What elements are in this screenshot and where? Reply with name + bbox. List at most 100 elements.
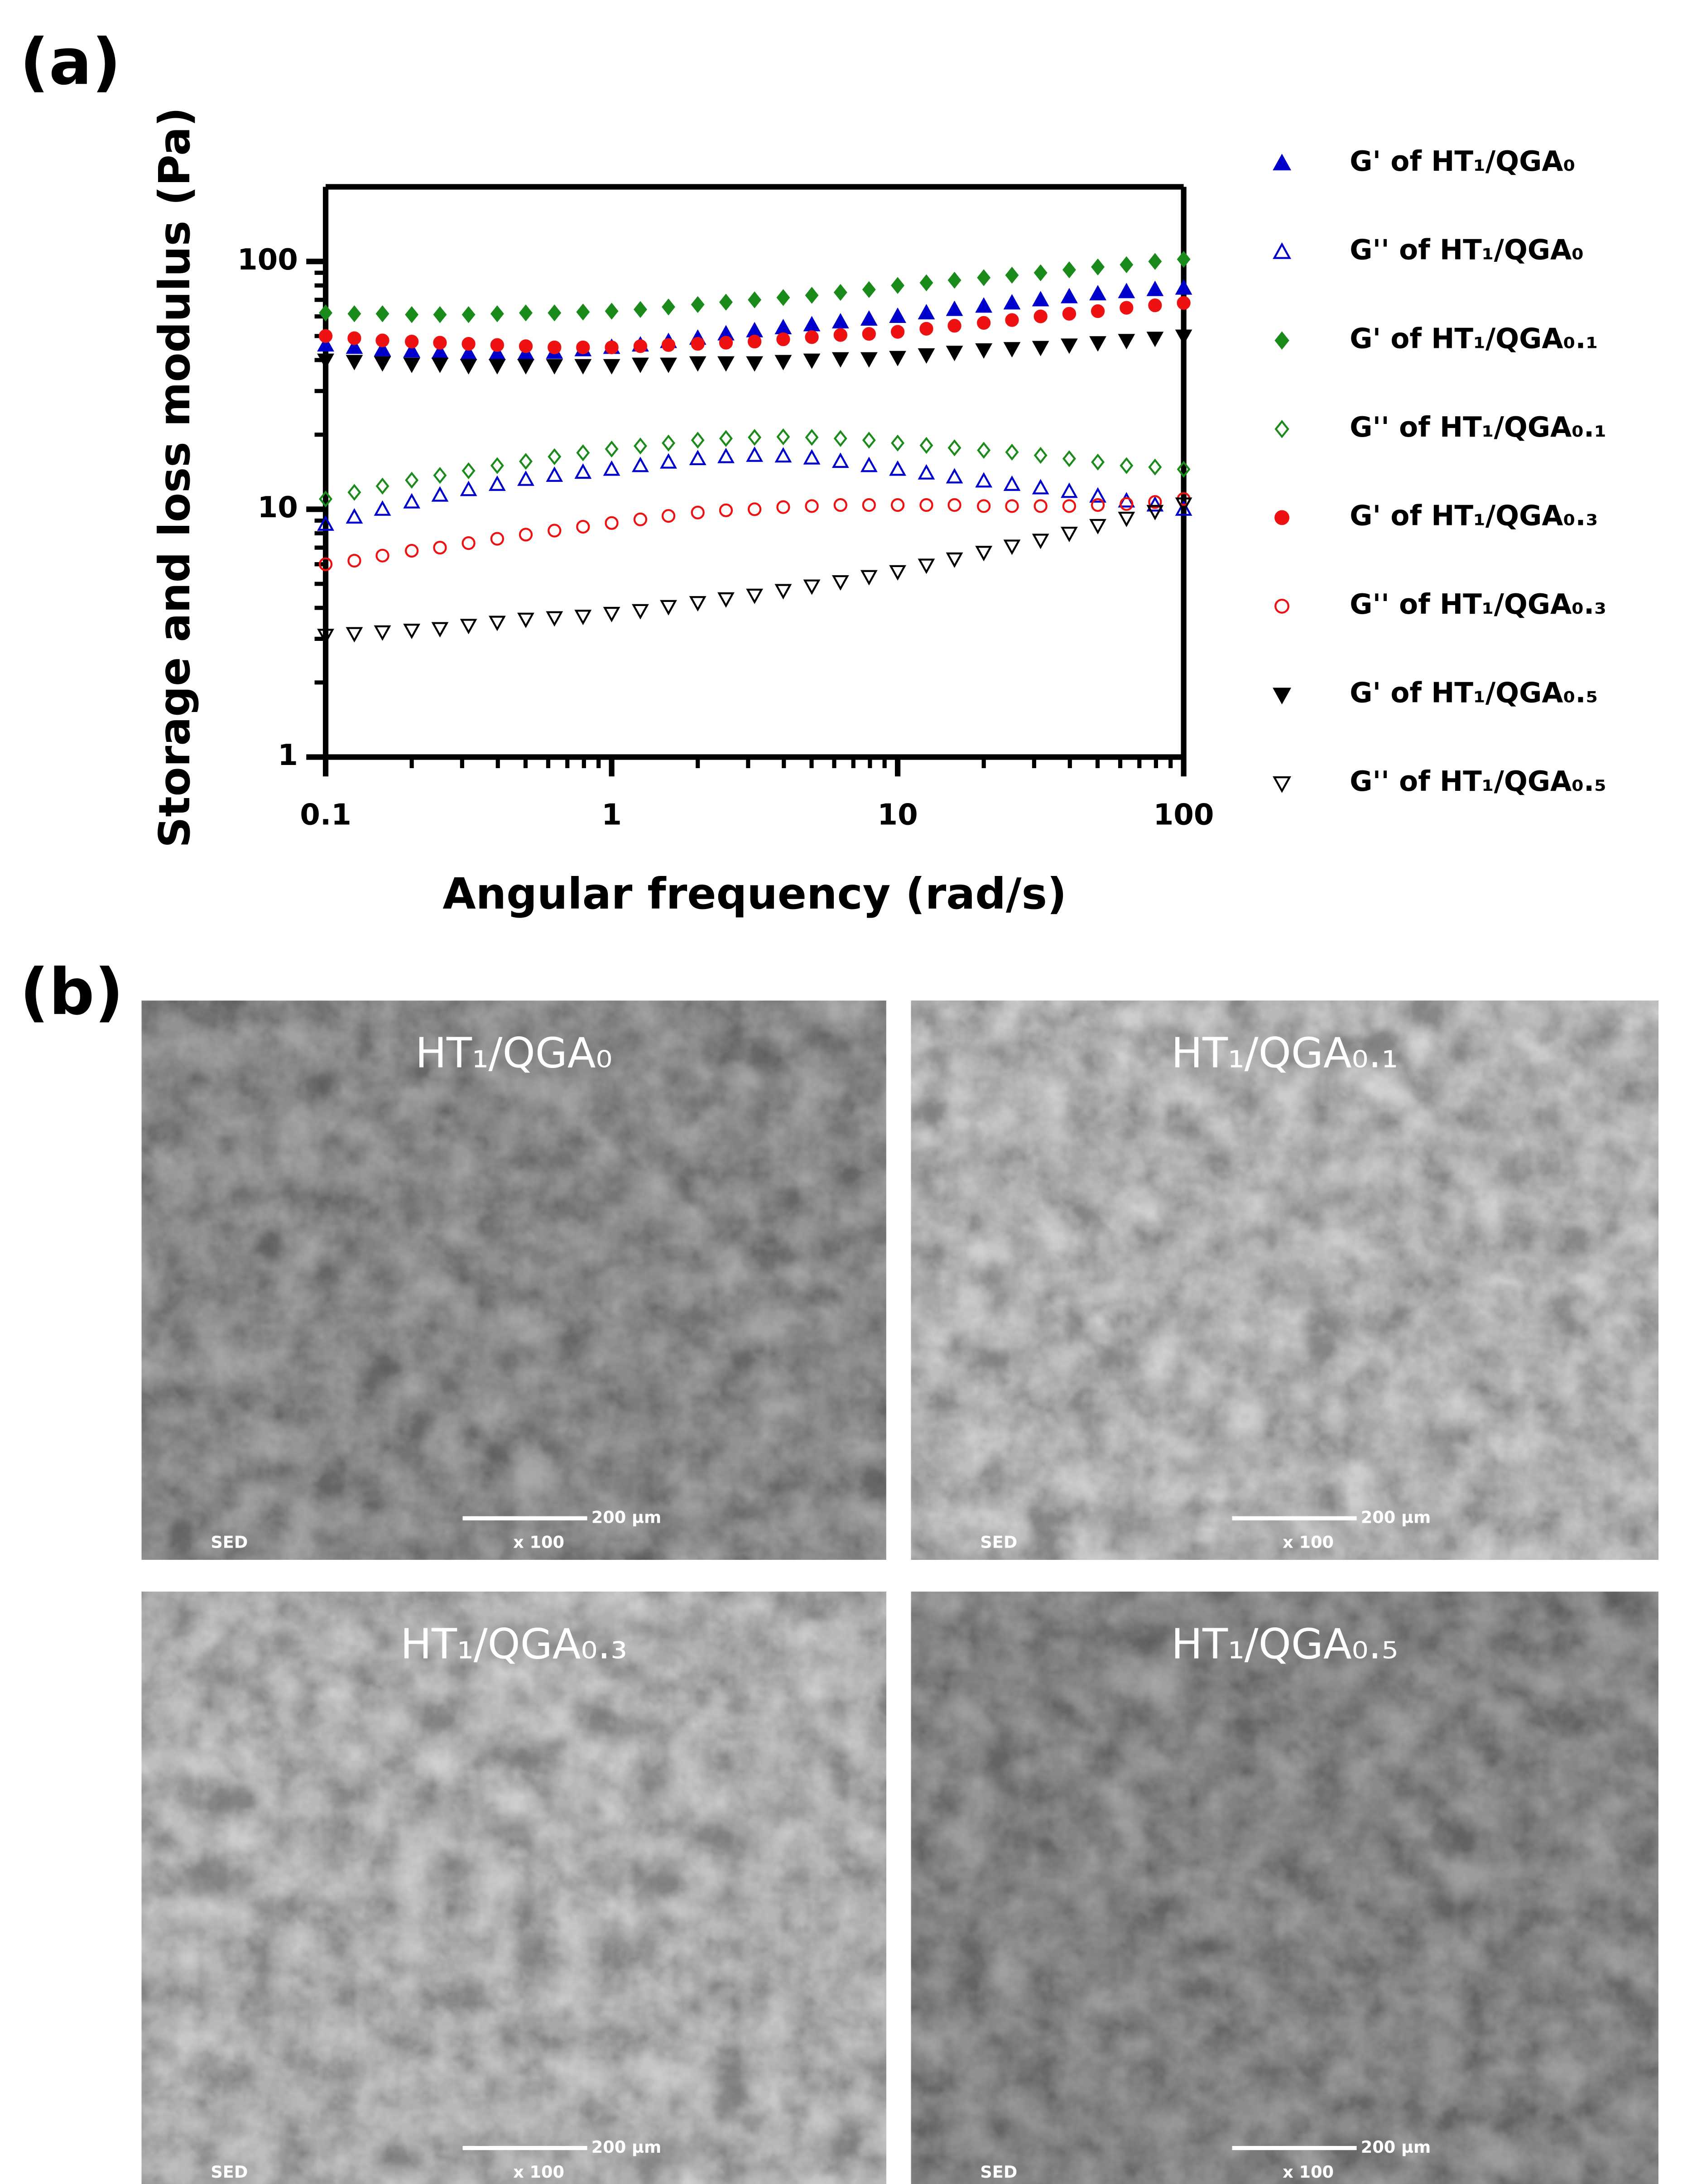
data-point	[633, 339, 648, 353]
data-point	[805, 287, 819, 304]
data-point	[918, 464, 935, 480]
data-point	[747, 502, 762, 516]
data-point	[860, 570, 878, 586]
data-point	[488, 344, 506, 360]
data-point	[891, 277, 905, 294]
data-point	[1003, 539, 1021, 555]
data-point	[431, 357, 449, 373]
data-point	[633, 512, 648, 526]
x-tick-label: 0.1	[300, 798, 351, 832]
data-point	[947, 439, 961, 457]
data-point	[347, 484, 361, 501]
data-point	[548, 340, 562, 355]
data-point	[919, 274, 933, 292]
data-point	[374, 341, 391, 356]
data-point	[519, 304, 533, 322]
data-point	[977, 442, 991, 459]
data-point	[346, 355, 363, 370]
data-point	[1118, 334, 1135, 350]
scale-bar-label: 200 µm	[1361, 2137, 1431, 2157]
data-point	[433, 467, 447, 484]
series	[319, 428, 1191, 508]
data-point	[632, 357, 649, 373]
data-point	[346, 627, 363, 643]
data-point	[1148, 253, 1162, 270]
data-point	[946, 346, 963, 361]
data-point	[1091, 453, 1105, 471]
data-point	[490, 305, 504, 322]
data-point	[576, 303, 590, 321]
data-point	[919, 322, 933, 336]
data-point	[603, 606, 620, 622]
series	[318, 492, 1191, 571]
data-point	[689, 596, 707, 612]
data-point	[519, 528, 533, 542]
x-tick-label: 1	[601, 798, 622, 832]
data-point	[517, 359, 534, 375]
data-point	[1005, 313, 1019, 327]
data-point	[1175, 500, 1192, 516]
data-point	[977, 499, 991, 513]
data-point	[403, 357, 421, 373]
data-point	[431, 486, 449, 502]
data-point	[803, 579, 821, 595]
data-point	[660, 357, 677, 373]
data-point	[403, 493, 421, 509]
data-point	[947, 498, 961, 512]
data-point	[774, 355, 792, 370]
data-point	[946, 300, 963, 316]
legend-label: G' of HT₁/QGA₀.₅	[1350, 677, 1598, 709]
data-point	[832, 452, 849, 468]
sem-panels: HT₁/QGA₀ SED 200 µm x 100 HT₁/QGA₀.₁ SED 200 µ…	[141, 1001, 1658, 2184]
data-point	[317, 629, 334, 645]
legend-label: G'' of HT₁/QGA₀.₃	[1350, 588, 1606, 621]
data-point	[490, 532, 504, 546]
data-point	[832, 352, 849, 368]
data-point	[1120, 301, 1134, 315]
data-point	[1032, 291, 1049, 307]
data-point	[403, 624, 421, 640]
sem-brightness	[911, 1001, 1658, 1560]
data-point	[375, 333, 389, 347]
data-point	[1003, 294, 1021, 310]
data-point	[605, 440, 619, 458]
data-point	[891, 434, 905, 452]
sem-image: HT₁/QGA₀.₁ SED 200 µm x 100	[911, 1001, 1658, 1560]
legend-marker	[1273, 776, 1292, 793]
y-tick-label: 10	[258, 491, 298, 524]
data-point	[1032, 479, 1049, 495]
data-point	[317, 515, 334, 531]
data-point	[1003, 475, 1021, 491]
data-point	[632, 604, 649, 620]
data-point	[460, 481, 477, 496]
data-point	[1091, 498, 1105, 512]
data-point	[1062, 307, 1077, 321]
x-tick-label: 10	[877, 798, 918, 832]
data-point	[719, 503, 733, 517]
data-point	[860, 352, 878, 368]
magnification: x 100	[513, 2162, 564, 2182]
sem-detector: SED	[980, 1533, 1017, 1552]
series	[319, 250, 1191, 323]
data-point	[860, 457, 878, 472]
data-point	[776, 332, 790, 346]
data-point	[603, 460, 620, 476]
data-point	[833, 430, 847, 447]
data-point	[633, 437, 647, 455]
data-point	[1005, 443, 1019, 461]
data-point	[318, 557, 333, 571]
data-point	[1177, 250, 1191, 268]
data-point	[632, 457, 649, 472]
legend-marker	[1273, 242, 1292, 259]
data-point	[1033, 309, 1048, 323]
data-point	[1120, 457, 1134, 474]
data-point	[1089, 285, 1106, 301]
data-point	[860, 310, 878, 326]
data-point	[433, 336, 447, 350]
data-point	[919, 498, 933, 512]
sem-label: HT₁/QGA₀.₁	[1171, 1029, 1398, 1077]
data-point	[662, 298, 675, 316]
data-point	[490, 457, 504, 474]
data-point	[833, 498, 847, 512]
